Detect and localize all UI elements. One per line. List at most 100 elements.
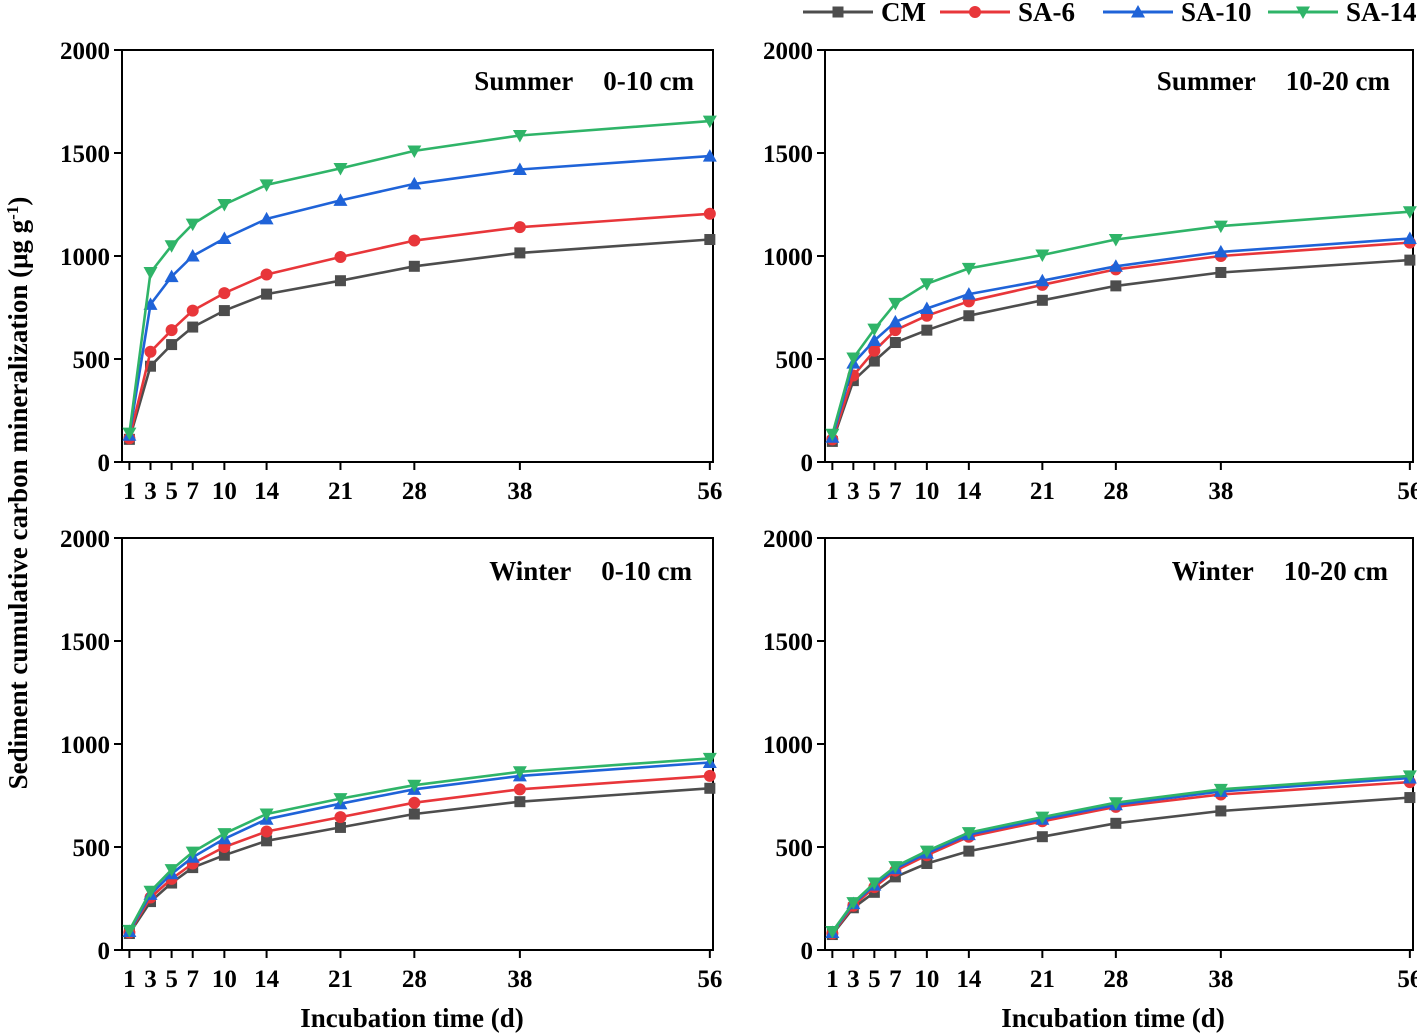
panel-title: Summer 0-10 cm	[474, 66, 694, 96]
x-tick-label: 3	[847, 966, 860, 993]
x-tick-label: 14	[254, 478, 280, 505]
x-tick-label: 14	[956, 966, 982, 993]
data-point	[1108, 259, 1123, 272]
series-cm	[123, 782, 716, 940]
y-tick-label: 0	[801, 938, 814, 965]
data-point	[888, 314, 903, 328]
data-point	[702, 115, 717, 129]
legend-item-cm: CM	[803, 0, 926, 27]
y-tick-label: 1500	[763, 629, 813, 656]
panel-title-season: Summer	[1157, 66, 1256, 96]
data-point	[164, 864, 179, 877]
x-tick-label: 5	[868, 478, 881, 505]
data-point	[164, 240, 179, 253]
x-tick-label: 5	[165, 966, 178, 993]
data-point	[261, 288, 273, 300]
legend-item-sa-6: SA-6	[940, 0, 1075, 27]
y-tick-label: 500	[776, 835, 814, 862]
x-tick-label: 28	[402, 478, 427, 505]
data-point	[259, 211, 274, 225]
series-line	[831, 774, 1410, 933]
data-point	[1035, 249, 1050, 262]
x-tick-label: 10	[914, 478, 939, 505]
data-point	[1108, 234, 1123, 247]
x-tick-label: 56	[697, 966, 722, 993]
panel-title-season: Winter	[1172, 556, 1254, 586]
series-line	[128, 119, 710, 434]
x-tick-label: 21	[1030, 966, 1055, 993]
data-point	[186, 304, 199, 317]
data-point	[1110, 280, 1122, 292]
data-point	[218, 305, 230, 317]
y-axis-title-unit-sup: -1	[3, 206, 22, 220]
data-point	[408, 796, 421, 809]
data-point	[408, 260, 420, 272]
y-axis-title-main: Sediment cumulative carbon mineralizatio…	[3, 285, 33, 790]
data-point	[1110, 817, 1122, 829]
data-point	[408, 808, 420, 820]
series-line	[831, 258, 1410, 442]
panel-title-depth: 0-10 cm	[601, 556, 692, 586]
data-point	[217, 199, 232, 212]
data-point	[513, 783, 526, 796]
data-point	[888, 297, 903, 311]
legend: CM SA-6 SA-10 SA-14	[803, 0, 1417, 27]
y-tick-label: 0	[98, 938, 111, 965]
x-tick-label: 7	[889, 966, 902, 993]
x-tick-label: 7	[186, 966, 199, 993]
data-point	[867, 333, 882, 346]
series-line	[831, 796, 1410, 936]
data-point	[164, 269, 179, 283]
x-tick-label: 38	[1208, 478, 1233, 505]
data-point	[919, 845, 934, 859]
y-tick-label: 0	[801, 450, 814, 477]
data-point	[259, 179, 274, 192]
data-point	[1215, 805, 1227, 817]
data-point	[407, 779, 422, 793]
x-axis-title-right: Incubation time (d)	[1001, 1003, 1225, 1033]
data-point	[1036, 831, 1048, 843]
x-tick-label: 14	[254, 966, 280, 993]
x-tick-label: 56	[1397, 478, 1417, 505]
legend-label: CM	[881, 0, 926, 27]
panel-title: Winter 0-10 cm	[489, 556, 692, 586]
data-point	[408, 234, 421, 247]
data-point	[867, 877, 882, 891]
panel-title-season: Summer	[474, 66, 573, 96]
x-tick-label: 7	[186, 478, 199, 505]
y-tick-label: 0	[98, 450, 111, 477]
data-point	[512, 129, 527, 143]
series-sa-10	[122, 149, 717, 441]
x-tick-label: 10	[212, 478, 237, 505]
legend-label: SA-6	[1018, 0, 1075, 27]
data-point	[513, 221, 526, 234]
y-axis-title: Sediment cumulative carbon mineralizatio…	[3, 197, 34, 790]
y-tick-label: 2000	[60, 38, 110, 65]
data-point	[165, 324, 178, 337]
x-tick-label: 1	[123, 966, 136, 993]
y-tick-label: 500	[776, 347, 814, 374]
x-tick-label: 28	[402, 966, 427, 993]
panel-title: Summer 10-20 cm	[1157, 66, 1391, 96]
series-line	[128, 761, 710, 933]
y-tick-label: 1000	[60, 244, 110, 271]
data-point	[867, 323, 882, 337]
data-point	[333, 162, 348, 176]
data-point	[889, 337, 901, 349]
data-point	[846, 897, 861, 910]
series-line	[128, 774, 710, 934]
legend-marker-circle	[969, 6, 981, 18]
data-point	[514, 247, 526, 259]
data-point	[1215, 266, 1227, 278]
plot-frame	[121, 49, 714, 463]
chart-panel-summer-0-10-cm: 0 500 1000 1500 2000 1 3 5 7 10 14 21 28 38 56 Summer 0-…	[60, 38, 722, 505]
data-point	[122, 924, 137, 938]
data-point	[846, 352, 861, 365]
data-point	[1213, 783, 1228, 797]
y-tick-label: 1500	[763, 141, 813, 168]
data-point	[1404, 792, 1416, 804]
x-tick-label: 56	[697, 478, 722, 505]
x-tick-label: 10	[914, 966, 939, 993]
data-point	[334, 275, 346, 287]
